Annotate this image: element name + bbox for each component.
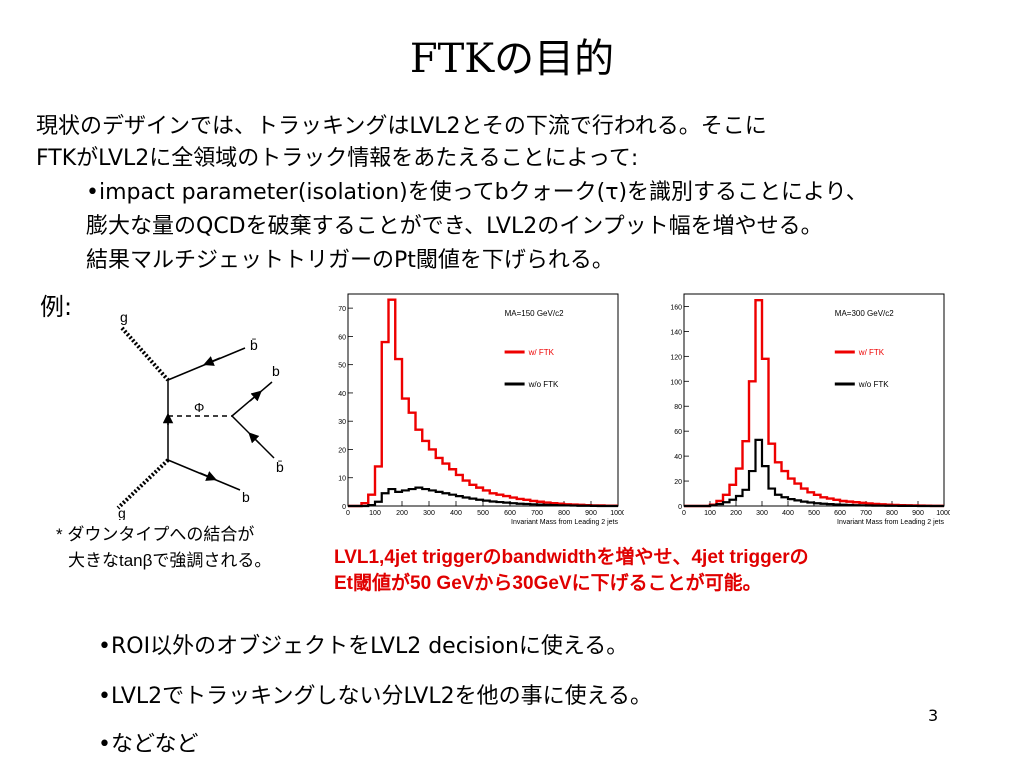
intro-line-2: FTKがLVL2に全領域のトラック情報をあたえることによって: [36,146,639,171]
x-tick-label: 200 [730,510,742,517]
x-tick-label: 100 [704,510,716,517]
legend-entry: w/ FTK [528,348,555,357]
x-tick-label: 600 [504,510,516,517]
label-phi: Φ [194,400,204,415]
example-label: 例: [40,293,73,321]
plot-frame [347,293,619,507]
x-tick-label: 0 [346,510,350,517]
y-tick-label: 80 [674,404,682,411]
x-axis-label: Invariant Mass from Leading 2 jets [511,519,618,526]
bottom-bullet-1: •ROI以外のオブジェクトをLVL2 decisionに使える。 [98,634,629,659]
chart-title: MA=300 GeV/c2 [835,309,894,318]
feynman-diagram: g g b̄ b b̄ b Φ [116,309,284,520]
x-tick-label: 900 [585,510,597,517]
label-g-bottom: g [118,505,126,520]
x-tick-label: 700 [860,510,872,517]
x-tick-label: 400 [450,510,462,517]
label-b-bottom: b [242,489,250,505]
label-bbar-top: b̄ [250,337,258,353]
y-tick-label: 0 [342,504,346,511]
label-b-top: b [272,363,280,379]
bullet-1-line-1: •impact parameter(isolation)を使ってbクォーク(τ)… [86,180,868,205]
red-note-line-1: LVL1,4jet triggerのbandwidthを増やせ、4jet tri… [334,547,809,568]
x-tick-label: 400 [782,510,794,517]
x-tick-label: 800 [558,510,570,517]
page-number: 3 [928,706,939,725]
y-tick-label: 100 [670,379,682,386]
gluon-top [120,326,170,382]
caption-line-1: * ダウンタイプへの結合が [56,525,255,544]
x-tick-label: 1000 [610,510,624,517]
y-tick-label: 160 [670,304,682,311]
plot-frame [683,293,945,507]
x-tick-label: 100 [369,510,381,517]
caption-line-2: 大きなtanβで強調される。 [68,551,272,570]
x-tick-label: 1000 [936,510,950,517]
x-tick-label: 900 [912,510,924,517]
x-tick-label: 700 [531,510,543,517]
y-tick-label: 60 [674,429,682,436]
x-tick-label: 300 [756,510,768,517]
series-line-without-ftk [348,486,618,508]
x-tick-label: 300 [423,510,435,517]
y-tick-label: 60 [338,334,346,341]
y-tick-label: 50 [338,363,346,370]
intro-line-1: 現状のデザインでは、トラッキングはLVL2とその下流で行われる。そこに [36,114,767,139]
gluon-bottom [116,458,170,510]
y-tick-label: 40 [338,391,346,398]
legend-entry: w/o FTK [528,380,559,389]
bbar-top-line [167,347,246,381]
x-tick-label: 500 [808,510,820,517]
series-line-without-ftk [684,438,944,508]
y-tick-label: 20 [674,479,682,486]
y-tick-label: 10 [338,476,346,483]
label-g-top: g [120,309,128,325]
y-tick-label: 120 [670,354,682,361]
red-note-line-2: Et閾値が50 GeVから30GeVに下げることが可能。 [334,573,762,594]
legend-entry: w/ FTK [858,348,885,357]
page-title: FTKの目的 [409,36,615,82]
y-tick-label: 0 [678,504,682,511]
x-tick-label: 500 [477,510,489,517]
bullet-1-line-2: 膨大な量のQCDを破棄することができ、LVL2のインプット幅を増やせる。 [86,214,823,239]
label-bbar-right: b̄ [276,459,284,475]
y-tick-label: 20 [338,447,346,454]
series-line-with-ftk [348,298,618,508]
x-axis-label: Invariant Mass from Leading 2 jets [837,519,944,526]
y-tick-label: 70 [338,306,346,313]
legend-entry: w/o FTK [858,380,889,389]
bottom-bullet-2: •LVL2でトラッキングしない分LVL2を他の事に使える。 [98,684,652,709]
bullet-1-line-3: 結果マルチジェットトリガーのPt閾値を下げられる。 [86,248,614,273]
x-tick-label: 600 [834,510,846,517]
y-tick-label: 30 [338,419,346,426]
x-tick-label: 200 [396,510,408,517]
x-tick-label: 0 [682,510,686,517]
bottom-bullet-3: •などなど [98,732,199,757]
y-tick-label: 140 [670,329,682,336]
x-tick-label: 800 [886,510,898,517]
chart-title: MA=150 GeV/c2 [505,309,564,318]
histogram-ma300: 0 20 40 60 80 100 120 140 160 0 100 200 300 400 500 600… [670,293,950,526]
y-tick-label: 40 [674,454,682,461]
